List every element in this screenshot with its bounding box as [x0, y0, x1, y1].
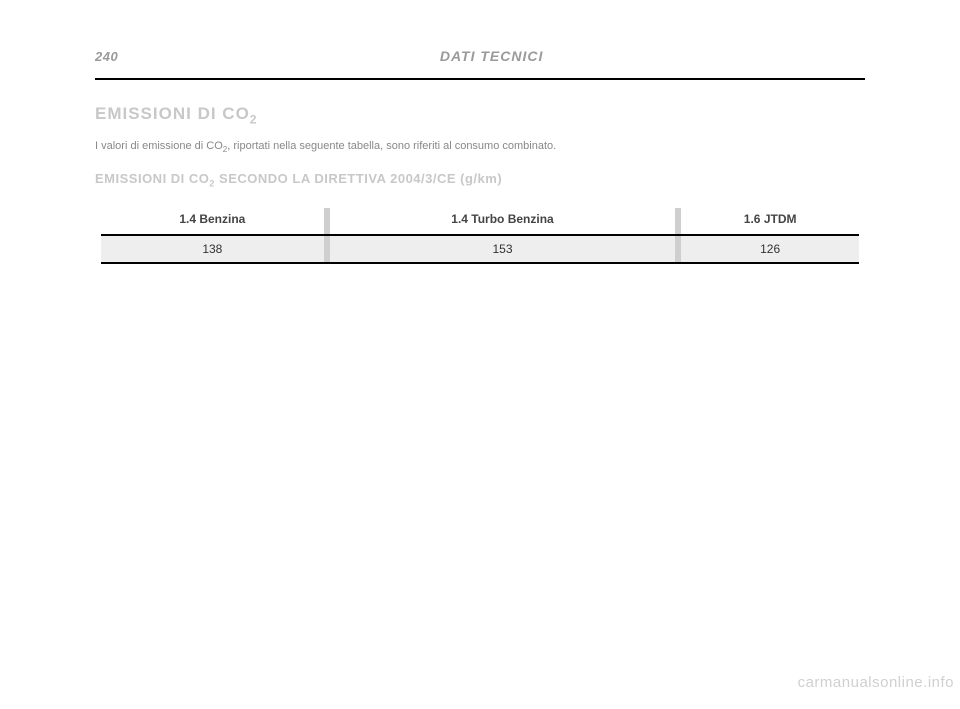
table-rule-bottom [101, 262, 859, 264]
col-header-0: 1.4 Benzina [101, 208, 324, 234]
intro-text: I valori di emissione di CO2, riportati … [95, 140, 865, 154]
cell-2: 126 [681, 236, 859, 262]
header-title: DATI TECNICI [118, 48, 865, 64]
col-header-1: 1.4 Turbo Benzina [330, 208, 676, 234]
page-header: 240 DATI TECNICI [95, 48, 865, 64]
cell-0: 138 [101, 236, 324, 262]
emissions-table-wrap: 1.4 Benzina 1.4 Turbo Benzina 1.6 JTDM 1… [95, 208, 865, 264]
watermark: carmanualsonline.info [798, 674, 954, 691]
subtitle-after: SECONDO LA DIRETTIVA 2004/3/CE (g/km) [215, 171, 502, 186]
page-content: 240 DATI TECNICI EMISSIONI DI CO2 I valo… [0, 0, 960, 264]
intro-before: I valori di emissione di CO [95, 140, 223, 152]
col-header-2: 1.6 JTDM [681, 208, 859, 234]
table-header-row: 1.4 Benzina 1.4 Turbo Benzina 1.6 JTDM [101, 208, 859, 234]
subsection-title: EMISSIONI DI CO2 SECONDO LA DIRETTIVA 20… [95, 171, 865, 189]
section-title: EMISSIONI DI CO2 [95, 104, 865, 126]
subtitle-before: EMISSIONI DI CO [95, 171, 209, 186]
section-title-text: EMISSIONI DI CO [95, 104, 250, 123]
page-number: 240 [95, 49, 118, 64]
cell-1: 153 [330, 236, 676, 262]
emissions-table: 1.4 Benzina 1.4 Turbo Benzina 1.6 JTDM 1… [101, 208, 859, 264]
section-title-sub: 2 [250, 112, 258, 126]
intro-after: , riportati nella seguente tabella, sono… [227, 140, 556, 152]
table-row: 138 153 126 [101, 236, 859, 262]
header-rule [95, 78, 865, 80]
